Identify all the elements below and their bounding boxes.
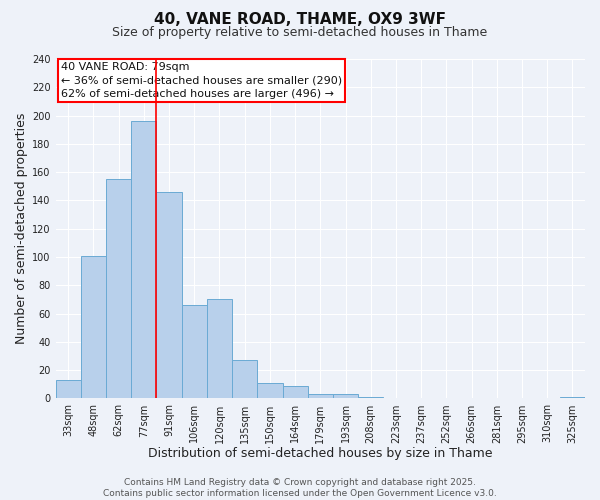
Text: 40, VANE ROAD, THAME, OX9 3WF: 40, VANE ROAD, THAME, OX9 3WF — [154, 12, 446, 28]
Text: Size of property relative to semi-detached houses in Thame: Size of property relative to semi-detach… — [112, 26, 488, 39]
Bar — [333, 394, 358, 398]
Bar — [131, 121, 157, 398]
Bar — [106, 179, 131, 398]
Bar — [232, 360, 257, 399]
X-axis label: Distribution of semi-detached houses by size in Thame: Distribution of semi-detached houses by … — [148, 447, 493, 460]
Bar — [157, 192, 182, 398]
Text: 40 VANE ROAD: 79sqm
← 36% of semi-detached houses are smaller (290)
62% of semi-: 40 VANE ROAD: 79sqm ← 36% of semi-detach… — [61, 62, 342, 99]
Bar — [283, 386, 308, 398]
Bar — [358, 397, 383, 398]
Bar — [257, 383, 283, 398]
Y-axis label: Number of semi-detached properties: Number of semi-detached properties — [15, 113, 28, 344]
Text: Contains HM Land Registry data © Crown copyright and database right 2025.
Contai: Contains HM Land Registry data © Crown c… — [103, 478, 497, 498]
Bar — [308, 394, 333, 398]
Bar — [56, 380, 81, 398]
Bar — [560, 397, 585, 398]
Bar — [182, 305, 207, 398]
Bar — [207, 300, 232, 398]
Bar — [81, 256, 106, 398]
